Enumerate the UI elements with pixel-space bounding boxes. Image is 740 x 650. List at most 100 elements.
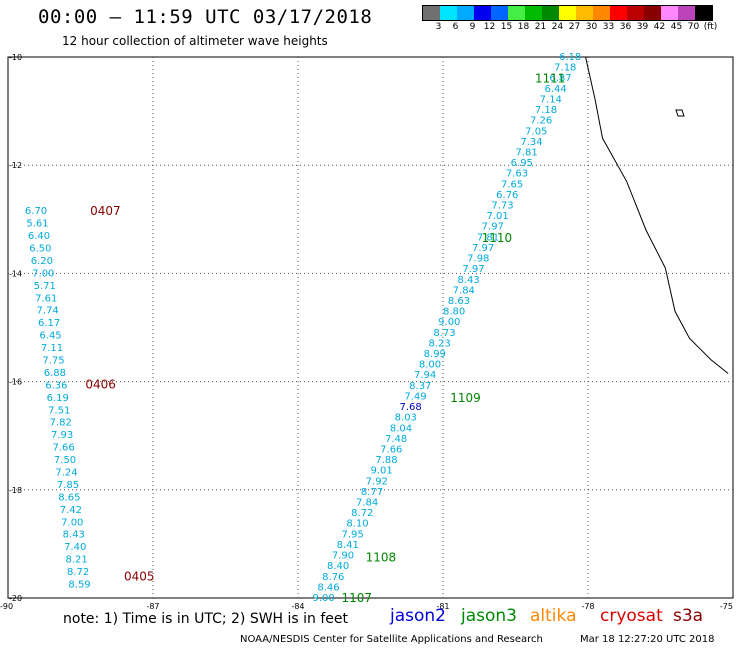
color-swatch bbox=[627, 6, 644, 20]
wave-height-value: 7.49 bbox=[404, 391, 426, 402]
wave-height-value: 7.81 bbox=[516, 147, 538, 158]
wave-height-value: 8.43 bbox=[63, 530, 85, 541]
wave-height-value: 7.01 bbox=[487, 211, 509, 222]
color-scale-label: 12 bbox=[483, 22, 496, 32]
wave-height-value: 7.11 bbox=[41, 343, 63, 354]
color-swatch bbox=[559, 6, 576, 20]
legend-altika: altika bbox=[530, 606, 577, 626]
color-swatch bbox=[440, 6, 457, 20]
wave-height-value: 7.66 bbox=[380, 444, 402, 455]
wave-height-value: 5.61 bbox=[26, 219, 48, 230]
wave-height-value: 7.97 bbox=[462, 264, 484, 275]
wave-height-value: 7.18 bbox=[554, 63, 576, 74]
lon-tick-label: -81 bbox=[436, 602, 449, 611]
wave-height-value: 6.20 bbox=[31, 256, 53, 267]
wave-height-value: 8.80 bbox=[443, 307, 465, 318]
color-scale-label: 21 bbox=[534, 22, 547, 32]
coastline bbox=[585, 56, 729, 374]
color-swatch bbox=[695, 6, 712, 20]
color-scale-label: 33 bbox=[602, 22, 615, 32]
wave-height-value: 6.45 bbox=[39, 331, 61, 342]
wave-height-value: 9.00 bbox=[438, 317, 460, 328]
wave-height-value: 7.61 bbox=[35, 293, 57, 304]
wave-height-value: 8.59 bbox=[68, 579, 90, 590]
color-swatch bbox=[457, 6, 474, 20]
wave-height-value: 7.74 bbox=[37, 306, 59, 317]
color-swatch bbox=[423, 6, 440, 20]
wave-height-value: 7.63 bbox=[506, 169, 528, 180]
pass-time-label: 1109 bbox=[450, 391, 481, 405]
wave-height-value: 5.71 bbox=[34, 281, 56, 292]
wave-height-value: 7.81 bbox=[477, 232, 499, 243]
wave-height-value: 7.34 bbox=[520, 137, 542, 148]
pass-time-label: 1110 bbox=[482, 231, 513, 245]
color-swatch bbox=[610, 6, 627, 20]
color-swatch bbox=[474, 6, 491, 20]
wave-height-value: 8.73 bbox=[433, 328, 455, 339]
lon-tick-label: -90 bbox=[0, 602, 13, 611]
wave-height-value: 6.88 bbox=[44, 368, 66, 379]
lat-tick-label: -20 bbox=[9, 594, 22, 603]
wave-height-value: 6.50 bbox=[29, 244, 51, 255]
wave-height-value: 6.19 bbox=[47, 393, 69, 404]
pass-time-label: 0405 bbox=[124, 569, 155, 583]
color-scale-bar bbox=[422, 5, 713, 21]
wave-height-value: 8.65 bbox=[58, 492, 80, 503]
wave-height-value: 7.88 bbox=[375, 455, 397, 466]
color-scale-label: 45 bbox=[670, 22, 683, 32]
footer-timestamp: Mar 18 12:27:20 UTC 2018 bbox=[580, 634, 715, 645]
map-title: 00:00 – 11:59 UTC 03/17/2018 bbox=[38, 6, 373, 28]
color-scale-label: 15 bbox=[500, 22, 513, 32]
wave-height-value: 8.46 bbox=[317, 582, 339, 593]
color-scale-label: (ft) bbox=[703, 22, 718, 32]
wave-height-value: 8.00 bbox=[419, 360, 441, 371]
wave-height-value: 8.63 bbox=[448, 296, 470, 307]
wave-height-value: 7.05 bbox=[525, 126, 547, 137]
wave-height-value: 7.84 bbox=[453, 285, 475, 296]
wave-height-value: 7.85 bbox=[57, 480, 79, 491]
wave-height-value: 7.42 bbox=[60, 505, 82, 516]
color-scale-label: 9 bbox=[469, 22, 476, 32]
wave-height-value: 9.00 bbox=[313, 593, 335, 604]
wave-height-value: 8.37 bbox=[409, 381, 431, 392]
wave-height-value: 7.97 bbox=[482, 222, 504, 233]
pass-time-label: 0406 bbox=[85, 377, 116, 391]
pass-time-label: 0407 bbox=[90, 204, 121, 218]
color-scale-label: 70 bbox=[687, 22, 700, 32]
color-scale-label: 36 bbox=[619, 22, 632, 32]
color-scale-label: 6 bbox=[452, 22, 459, 32]
color-swatch bbox=[644, 6, 661, 20]
lat-tick-label: -18 bbox=[9, 486, 22, 495]
color-scale-label: 39 bbox=[636, 22, 649, 32]
pass-time-label: 1108 bbox=[366, 550, 397, 564]
wave-height-value: 7.84 bbox=[356, 498, 378, 509]
color-scale-label: 24 bbox=[551, 22, 564, 32]
legend-jason3: jason3 bbox=[461, 606, 517, 626]
color-scale-label: 42 bbox=[653, 22, 666, 32]
color-swatch bbox=[661, 6, 678, 20]
color-scale-label: 18 bbox=[517, 22, 530, 32]
color-swatch bbox=[508, 6, 525, 20]
wave-height-value: 8.99 bbox=[424, 349, 446, 360]
wave-height-value: 8.40 bbox=[327, 561, 349, 572]
color-swatch bbox=[593, 6, 610, 20]
lat-tick-label: -12 bbox=[9, 161, 22, 170]
color-scale-label: 30 bbox=[585, 22, 598, 32]
wave-height-value: 7.98 bbox=[467, 254, 489, 265]
wave-height-value: 7.75 bbox=[42, 356, 64, 367]
wave-height-value: 8.23 bbox=[429, 338, 451, 349]
wave-height-value: 7.65 bbox=[501, 179, 523, 190]
wave-height-value: 6.36 bbox=[45, 380, 67, 391]
wave-height-value: 8.41 bbox=[337, 540, 359, 551]
wave-height-value: 7.18 bbox=[535, 105, 557, 116]
wave-height-value: 8.72 bbox=[67, 567, 89, 578]
wave-height-value: 8.04 bbox=[390, 423, 412, 434]
wave-height-value: 7.94 bbox=[414, 370, 436, 381]
wave-height-value: 7.48 bbox=[385, 434, 407, 445]
color-scale-label: 27 bbox=[568, 22, 581, 32]
wave-height-value: 7.00 bbox=[61, 517, 83, 528]
wave-height-value: 7.14 bbox=[540, 94, 562, 105]
wave-height-value: 7.24 bbox=[55, 467, 77, 478]
island-outline bbox=[675, 109, 685, 117]
